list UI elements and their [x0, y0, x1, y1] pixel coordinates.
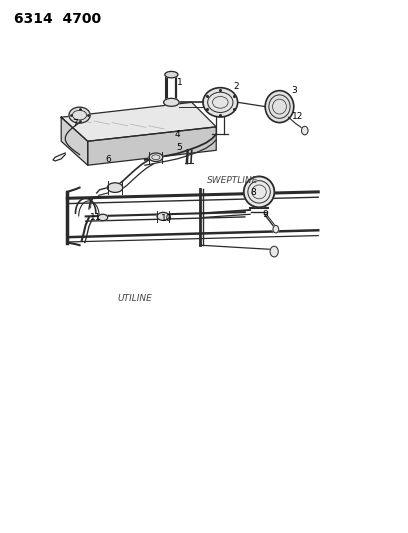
Ellipse shape [203, 87, 237, 117]
Text: 8: 8 [250, 189, 256, 197]
Text: 6314  4700: 6314 4700 [14, 12, 102, 26]
Text: 12: 12 [292, 112, 304, 120]
Text: 9: 9 [262, 210, 268, 219]
Text: 3: 3 [291, 86, 297, 95]
Text: 4: 4 [175, 130, 180, 139]
Circle shape [273, 225, 279, 233]
Text: 11: 11 [90, 213, 102, 222]
Text: SWEPTLINE: SWEPTLINE [207, 176, 258, 185]
Text: UTILINE: UTILINE [117, 294, 152, 303]
Circle shape [302, 126, 308, 135]
Text: 6: 6 [105, 156, 111, 164]
Ellipse shape [149, 153, 163, 161]
Circle shape [270, 246, 278, 257]
Ellipse shape [265, 91, 294, 123]
Polygon shape [61, 117, 88, 165]
Text: 2: 2 [234, 82, 239, 91]
Text: 7: 7 [73, 119, 78, 128]
Text: 5: 5 [177, 143, 182, 152]
Ellipse shape [244, 176, 274, 207]
Text: 1: 1 [177, 78, 182, 87]
Text: 10: 10 [161, 214, 172, 223]
Ellipse shape [98, 214, 108, 221]
Polygon shape [61, 102, 216, 141]
Ellipse shape [69, 107, 90, 123]
Ellipse shape [165, 71, 178, 78]
Ellipse shape [164, 98, 179, 106]
Ellipse shape [157, 213, 169, 221]
Polygon shape [88, 127, 216, 165]
Ellipse shape [107, 183, 123, 192]
